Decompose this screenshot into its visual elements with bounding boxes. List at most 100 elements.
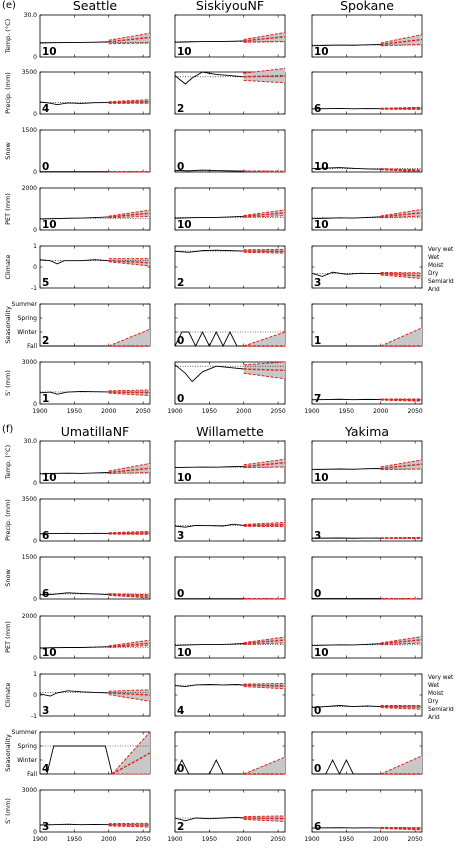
y-tick-label: 0 <box>33 480 37 487</box>
subplot-count: 10 <box>314 161 329 173</box>
subplot: 10 <box>174 187 286 231</box>
projection-upper <box>380 459 423 468</box>
projection-lower <box>380 215 423 219</box>
projection-lower <box>380 828 423 831</box>
projection-lower <box>243 251 286 254</box>
projection-upper <box>380 636 423 644</box>
site-title: Spokane <box>340 0 394 13</box>
subplot: 4 <box>39 71 151 115</box>
subplot-count: 7 <box>314 393 321 405</box>
projection-series <box>243 817 286 820</box>
projection-series <box>380 38 423 46</box>
projection-series <box>108 100 151 104</box>
projection-lower <box>243 818 286 822</box>
row-ylabel: Snow <box>4 569 12 587</box>
subplot-frame <box>174 71 286 115</box>
subplot-frame <box>311 789 423 833</box>
x-tick-label: 1900 <box>32 836 47 843</box>
y-tick-label: 3500 <box>22 496 37 503</box>
y-tick-label: 2000 <box>22 185 37 192</box>
site-title: SiskiyouNF <box>196 0 264 13</box>
x-tick-label: 2050 <box>407 836 422 843</box>
subplot: 0 <box>174 303 286 348</box>
y-tick-label: -1 <box>31 285 37 292</box>
projection-lower <box>380 707 423 710</box>
y-tick-label: Fall <box>27 771 37 778</box>
climate-class-label: Very wet <box>428 675 454 681</box>
subplot: 10 <box>39 187 151 231</box>
projection-lower <box>243 79 286 84</box>
x-tick-label: 2000 <box>373 408 388 415</box>
x-tick-label: 1950 <box>67 836 82 843</box>
subplot-frame <box>311 187 423 231</box>
subplot-count: 3 <box>42 821 49 833</box>
subplot: 10 <box>311 615 423 659</box>
y-tick-label: 0 <box>33 655 37 662</box>
subplot-count: 0 <box>314 763 321 775</box>
projection-series <box>243 36 286 42</box>
projection-series <box>108 692 151 696</box>
historical-series <box>39 390 109 395</box>
subplot: 3 <box>311 498 423 542</box>
subplot-count: 10 <box>177 46 192 58</box>
projection-lower <box>108 215 151 219</box>
historical-series <box>311 467 381 471</box>
climate-class-label: Dry <box>428 699 439 705</box>
projection-lower <box>243 41 286 43</box>
x-tick-label: 2050 <box>270 836 285 843</box>
subplot: 10 <box>39 14 151 58</box>
projection-upper <box>243 682 286 685</box>
subplot-count: 6 <box>314 821 321 833</box>
y-tick-label: -1 <box>31 713 37 720</box>
subplot-count: 0 <box>177 763 184 775</box>
subplot-count: 3 <box>42 705 49 717</box>
subplot: 3 <box>311 245 423 289</box>
y-tick-label: 3500 <box>22 69 37 76</box>
projection-series <box>108 824 151 826</box>
subplot-count: 1 <box>314 335 321 347</box>
projection-series <box>380 168 423 172</box>
row-ylabel: PET (mm) <box>4 193 12 225</box>
subplot-frame <box>174 361 286 405</box>
climate-class-label: Arid <box>428 715 440 721</box>
historical-series <box>174 169 244 172</box>
projection-series <box>380 212 423 218</box>
projection-upper <box>243 170 286 172</box>
y-tick-label: 0 <box>33 692 37 699</box>
x-tick-label: 2000 <box>101 408 116 415</box>
subplot-count: 1 <box>42 393 49 405</box>
projection-lower <box>108 392 151 397</box>
subplot-count: 3 <box>314 530 321 542</box>
climate-class-label: Dry <box>428 271 439 277</box>
subplot-count: 10 <box>177 647 192 659</box>
subplot-count: 0 <box>314 588 321 600</box>
panel-label: (f) <box>2 424 13 435</box>
projection-lower <box>380 274 423 280</box>
projection-series <box>380 398 423 401</box>
row-ylabel: Climate <box>4 682 12 707</box>
historical-series <box>311 705 381 709</box>
y-tick-label: 3000 <box>22 787 37 794</box>
projection-series <box>243 462 286 468</box>
subplot-count: 10 <box>314 472 329 484</box>
subplot-count: 10 <box>42 647 57 659</box>
historical-series <box>311 271 381 277</box>
historical-series <box>39 259 109 265</box>
historical-series <box>174 40 244 43</box>
subplot: 0 <box>311 731 423 776</box>
projection-series <box>108 467 151 474</box>
historical-series <box>311 43 381 47</box>
projection-upper <box>380 106 423 109</box>
climate-class-label: Moist <box>428 263 444 269</box>
subplot-count: 3 <box>177 530 184 542</box>
projection-series <box>111 752 151 775</box>
y-tick-label: 0 <box>33 227 37 234</box>
projection-lower <box>243 215 286 218</box>
subplot-count: 10 <box>314 46 329 58</box>
climate-class-label: Moist <box>428 691 444 697</box>
historical-series <box>174 364 244 383</box>
subplot: 3 <box>174 498 286 542</box>
projection-series <box>243 639 286 645</box>
x-tick-label: 1950 <box>67 408 82 415</box>
